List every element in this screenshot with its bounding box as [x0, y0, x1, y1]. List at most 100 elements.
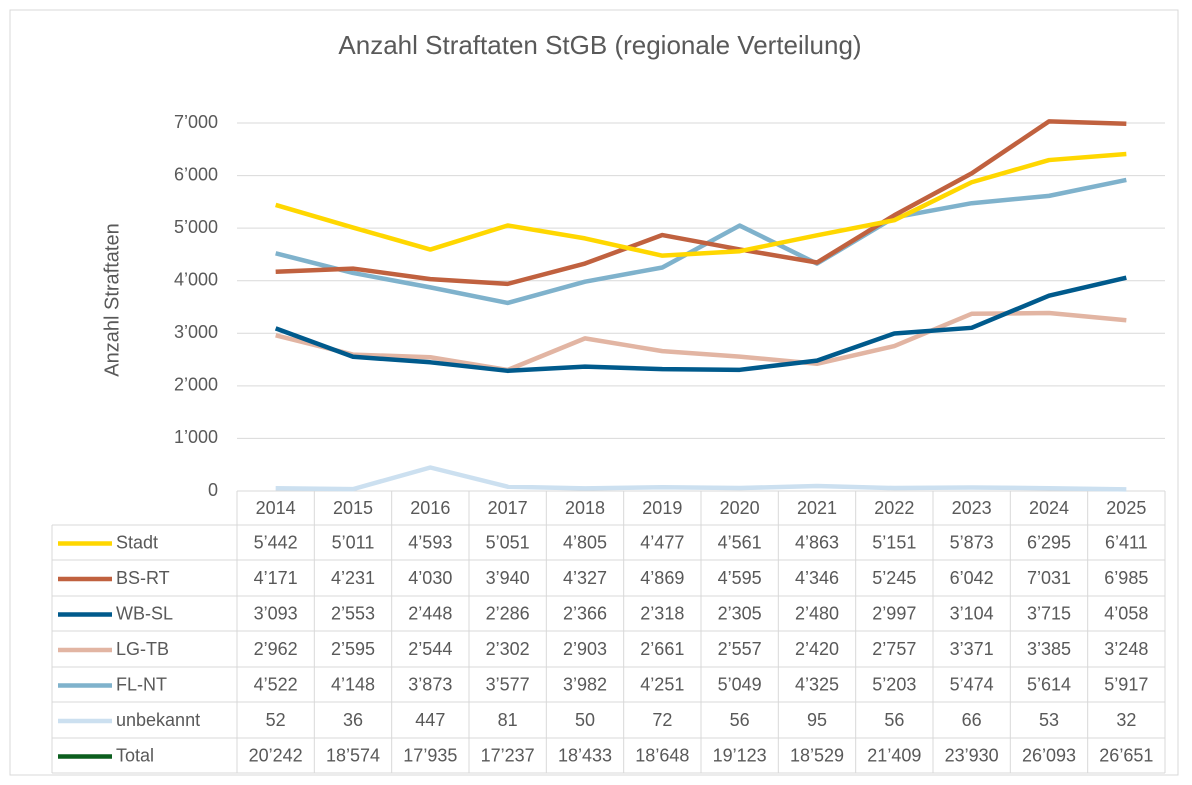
legend-label: Total — [116, 745, 154, 765]
y-tick-label: 3’000 — [174, 322, 218, 342]
table-value: 6’985 — [1104, 568, 1148, 588]
legend-label: unbekannt — [116, 710, 200, 730]
table-value: 2’903 — [563, 639, 607, 659]
table-value: 4’863 — [795, 532, 839, 552]
table-value: 50 — [575, 710, 595, 730]
y-tick-label: 7’000 — [174, 112, 218, 132]
table-value: 4’561 — [718, 532, 762, 552]
table-value: 4’593 — [408, 532, 452, 552]
series-line — [275, 119, 1127, 287]
legend-label: WB-SL — [116, 603, 173, 623]
legend-label: LG-TB — [116, 639, 169, 659]
table-value: 2’305 — [718, 603, 762, 623]
table-value: 5’614 — [1027, 674, 1071, 694]
table-value: 4’148 — [331, 674, 375, 694]
table-value: 4’805 — [563, 532, 607, 552]
chart-border — [9, 9, 1179, 776]
y-axis-label: Anzahl Straftaten — [101, 223, 123, 376]
series-line — [274, 275, 1127, 374]
table-value: 5’442 — [254, 532, 298, 552]
table-value: 3’371 — [950, 639, 994, 659]
x-tick-label: 2020 — [720, 498, 760, 518]
table-value: 4’058 — [1104, 603, 1148, 623]
series-line — [275, 310, 1127, 373]
table-value: 3’715 — [1027, 603, 1071, 623]
y-tick-label: 2’000 — [174, 375, 218, 395]
table-value: 2’595 — [331, 639, 375, 659]
table-value: 3’248 — [1104, 639, 1148, 659]
table-value: 4’522 — [254, 674, 298, 694]
table-value: 4’327 — [563, 568, 607, 588]
table-value: 2’557 — [718, 639, 762, 659]
legend-label: FL-NT — [116, 674, 167, 694]
table-value: 18’529 — [790, 745, 844, 765]
table-value: 36 — [343, 710, 363, 730]
table-value: 18’574 — [326, 745, 380, 765]
table-value: 5’873 — [950, 532, 994, 552]
legend-label: Stadt — [116, 532, 158, 552]
table-value: 6’295 — [1027, 532, 1071, 552]
table-value: 56 — [884, 710, 904, 730]
table-value: 4’869 — [640, 568, 684, 588]
table-value: 4’251 — [640, 674, 684, 694]
x-tick-label: 2014 — [256, 498, 296, 518]
y-tick-label: 0 — [208, 480, 218, 500]
table-value: 6’411 — [1105, 532, 1148, 552]
table-value: 21’409 — [867, 745, 921, 765]
table-value: 2’366 — [563, 603, 607, 623]
table-value: 3’104 — [950, 603, 994, 623]
table-value: 4’030 — [408, 568, 452, 588]
plot-area — [274, 119, 1127, 492]
table-value: 53 — [1039, 710, 1059, 730]
y-tick-label: 1’000 — [174, 427, 218, 447]
table-value: 4’231 — [331, 568, 375, 588]
table-value: 2’661 — [640, 639, 684, 659]
legend-label: BS-RT — [116, 568, 170, 588]
table-value: 5’051 — [486, 532, 530, 552]
table-value: 2’480 — [795, 603, 839, 623]
table-value: 5’151 — [872, 532, 916, 552]
series-line — [275, 465, 1127, 492]
table-value: 2’286 — [486, 603, 530, 623]
table-value: 4’477 — [640, 532, 684, 552]
table-value: 95 — [807, 710, 827, 730]
table-value: 2’448 — [408, 603, 452, 623]
table-value: 18’433 — [558, 745, 612, 765]
table-value: 3’577 — [486, 674, 530, 694]
table-value: 19’123 — [713, 745, 767, 765]
x-tick-label: 2022 — [874, 498, 914, 518]
table-value: 447 — [415, 710, 445, 730]
table-value: 20’242 — [249, 745, 303, 765]
table-value: 2’553 — [331, 603, 375, 623]
table-value: 17’935 — [403, 745, 457, 765]
table-value: 17’237 — [481, 745, 535, 765]
x-tick-label: 2016 — [410, 498, 450, 518]
table-value: 52 — [266, 710, 286, 730]
table-value: 6’042 — [950, 568, 994, 588]
table-value: 3’873 — [408, 674, 452, 694]
table-value: 2’318 — [640, 603, 684, 623]
table-value: 26’093 — [1022, 745, 1076, 765]
table-value: 4’171 — [254, 568, 298, 588]
series-line — [275, 177, 1127, 306]
table-value: 26’651 — [1099, 745, 1153, 765]
table-value: 56 — [730, 710, 750, 730]
x-tick-label: 2025 — [1106, 498, 1146, 518]
x-tick-label: 2023 — [952, 498, 992, 518]
table-value: 2’757 — [872, 639, 916, 659]
x-tick-label: 2019 — [642, 498, 682, 518]
table-value: 2’962 — [254, 639, 298, 659]
table-value: 4’325 — [795, 674, 839, 694]
table-value: 5’474 — [950, 674, 994, 694]
table-value: 72 — [652, 710, 672, 730]
y-tick-label: 6’000 — [174, 164, 218, 184]
table-value: 3’940 — [486, 568, 530, 588]
table-value: 5’049 — [718, 674, 762, 694]
table-value: 3’385 — [1027, 639, 1071, 659]
table-value: 5’917 — [1104, 674, 1148, 694]
series-line — [275, 151, 1127, 258]
table-value: 18’648 — [635, 745, 689, 765]
table-value: 4’595 — [718, 568, 762, 588]
table-value: 2’420 — [795, 639, 839, 659]
